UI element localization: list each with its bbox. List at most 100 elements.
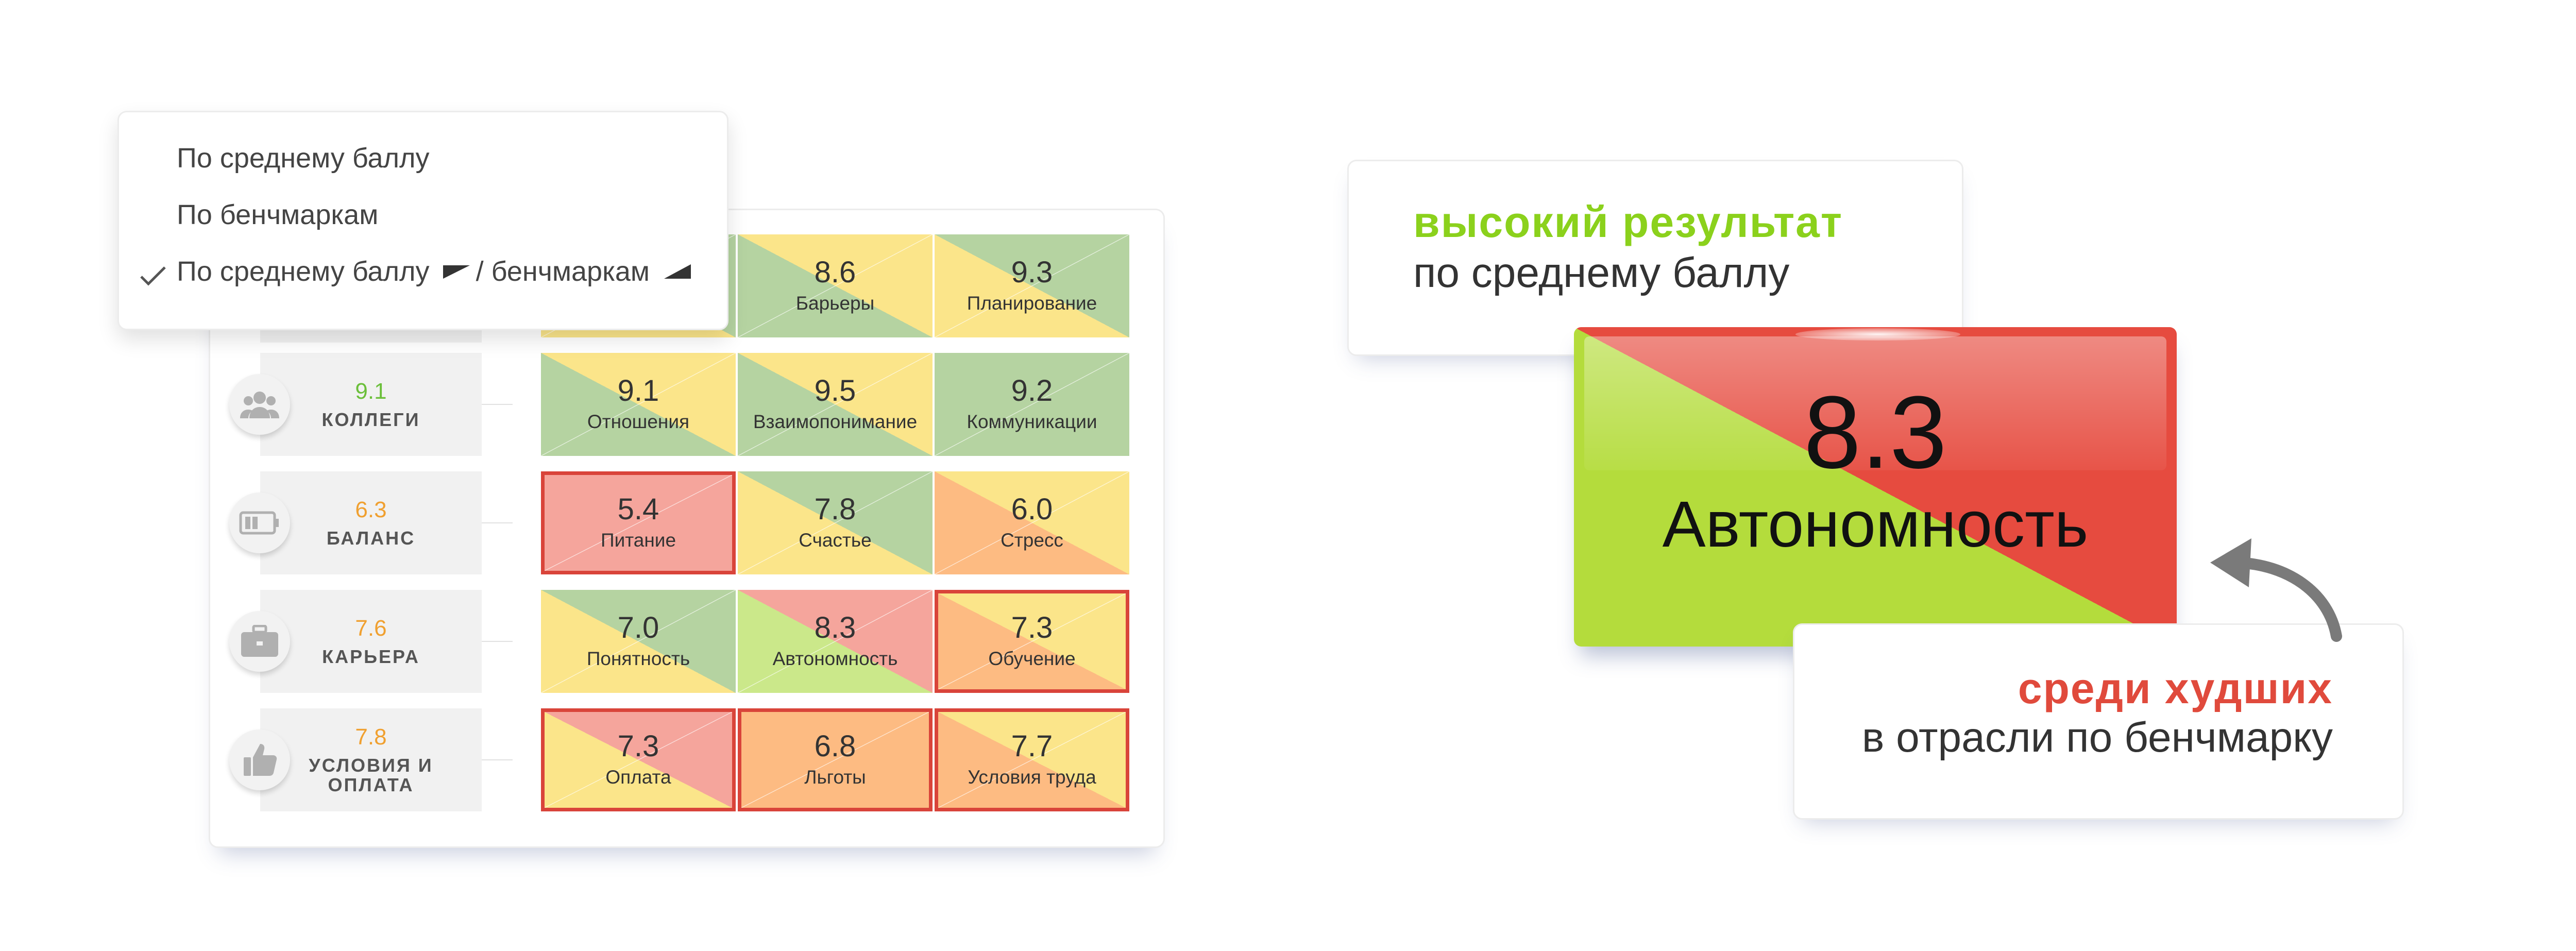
heatmap-cell[interactable]: 7.3 Оплата xyxy=(541,708,736,811)
cell-value: 6.0 xyxy=(1011,493,1053,526)
cell-value: 9.2 xyxy=(1011,374,1053,407)
battery-icon xyxy=(229,493,290,553)
category-row-balance[interactable]: 6.3 БАЛАНС xyxy=(229,471,528,574)
people-icon xyxy=(229,374,290,435)
cell-diagonal xyxy=(541,353,736,456)
cell-label: Питание xyxy=(600,530,676,551)
triangle-bottom-right-icon xyxy=(664,264,691,279)
tile-glow xyxy=(1795,328,1960,341)
category-row-colleagues[interactable]: 9.1 КОЛЛЕГИ xyxy=(229,353,528,456)
cell-diagonal xyxy=(741,712,929,808)
cell-value: 5.4 xyxy=(617,493,659,526)
cell-diagonal xyxy=(938,593,1126,689)
callout-text: в отрасли по бенчмарку xyxy=(1861,714,2333,761)
cell-label: Оплата xyxy=(605,767,671,788)
category-label: 7.6 КАРЬЕРА xyxy=(260,590,482,693)
heatmap-cell[interactable]: 7.8 Счастье xyxy=(738,471,933,574)
cell-diagonal xyxy=(545,712,732,808)
cell-value: 6.8 xyxy=(814,729,856,763)
cell-diagonal xyxy=(545,475,732,571)
connector-line xyxy=(482,404,513,405)
heatmap-cell[interactable]: 7.7 Условия труда xyxy=(935,708,1129,811)
cell-diagonal xyxy=(738,234,933,337)
cell-diagonal xyxy=(738,471,933,574)
callout-text: по среднему баллу xyxy=(1413,249,1790,296)
callout-highlight: среди худших xyxy=(2018,664,2333,712)
cell-value: 7.0 xyxy=(617,611,659,644)
heatmap-cell[interactable]: 5.4 Питание xyxy=(541,471,736,574)
dropdown-item-label: По бенчмаркам xyxy=(177,199,379,230)
cell-diagonal xyxy=(541,590,736,693)
callout-highlight: высокий результат xyxy=(1413,198,1843,246)
category-label: 9.1 КОЛЛЕГИ xyxy=(260,353,482,456)
cell-label: Взаимопонимание xyxy=(753,411,918,432)
heatmap-cell[interactable]: 8.6 Барьеры xyxy=(738,234,933,337)
category-name: БАЛАНС xyxy=(326,528,416,549)
sort-dropdown-menu: По среднему баллу По бенчмаркам По средн… xyxy=(117,111,728,330)
thumbs-up-icon xyxy=(229,729,290,790)
heatmap-cell[interactable]: 9.5 Взаимопонимание xyxy=(738,353,933,456)
cell-label: Планирование xyxy=(967,293,1097,314)
cell-value: 8.6 xyxy=(814,256,856,289)
category-score: 7.6 xyxy=(355,615,387,641)
connector-line xyxy=(482,641,513,642)
cell-label: Отношения xyxy=(587,411,690,432)
category-score: 7.8 xyxy=(355,724,387,750)
cell-diagonal xyxy=(738,590,933,693)
category-row-conditions[interactable]: 7.8 УСЛОВИЯ И ОПЛАТА xyxy=(229,708,528,811)
cell-label: Коммуникации xyxy=(967,411,1097,432)
cell-diagonal xyxy=(935,471,1129,574)
category-label: 7.8 УСЛОВИЯ И ОПЛАТА xyxy=(260,708,482,811)
cell-value: 9.3 xyxy=(1011,256,1053,289)
cell-value: 7.3 xyxy=(1011,611,1053,644)
cell-label: Счастье xyxy=(799,530,872,551)
heatmap-cell[interactable]: 9.1 Отношения xyxy=(541,353,736,456)
tile-label: Автономность xyxy=(1662,488,2089,561)
cell-value: 9.5 xyxy=(814,374,856,407)
briefcase-icon xyxy=(229,611,290,672)
cell-label: Стресс xyxy=(1001,530,1063,551)
callout-worst-benchmark: среди худших в отрасли по бенчмарку xyxy=(1793,623,2404,820)
connector-line xyxy=(482,522,513,523)
curved-arrow-icon xyxy=(2210,538,2342,642)
cell-label: Автономность xyxy=(772,648,898,669)
checkmark-icon xyxy=(140,266,166,286)
heatmap-cell[interactable]: 8.3 Автономность xyxy=(738,590,933,693)
dropdown-item-label: По среднему баллу xyxy=(177,256,430,287)
triangle-top-left-icon xyxy=(443,265,470,279)
category-name: КАРЬЕРА xyxy=(322,646,420,668)
tile-shine xyxy=(1584,336,2166,470)
callout-high-score: высокий результат по среднему баллу xyxy=(1347,160,1963,356)
cell-value: 7.3 xyxy=(617,729,659,763)
cell-label: Обучение xyxy=(988,648,1076,669)
category-name-line1: УСЛОВИЯ И xyxy=(309,755,433,776)
category-label: 6.3 БАЛАНС xyxy=(260,471,482,574)
heatmap-cell[interactable]: 6.8 Льготы xyxy=(738,708,933,811)
heatmap-cell[interactable]: 9.3 Планирование xyxy=(935,234,1129,337)
cell-diagonal xyxy=(935,234,1129,337)
category-score: 9.1 xyxy=(355,378,387,404)
autonomy-detail-tile[interactable]: 8.3 Автономность xyxy=(1574,327,2177,647)
category-name-line2: ОПЛАТА xyxy=(328,774,414,796)
heatmap-cell[interactable]: 6.0 Стресс xyxy=(935,471,1129,574)
cell-value: 9.1 xyxy=(617,374,659,407)
cell-label: Льготы xyxy=(804,767,866,788)
category-row-career[interactable]: 7.6 КАРЬЕРА xyxy=(229,590,528,693)
connector-line xyxy=(482,759,513,760)
dropdown-item-label: По среднему баллу xyxy=(177,143,430,174)
dropdown-item-label-benchmark: / бенчмаркам xyxy=(476,256,650,287)
tile-value: 8.3 xyxy=(1803,375,1947,490)
heatmap-cell[interactable]: 9.2 Коммуникации xyxy=(935,353,1129,456)
cell-label: Барьеры xyxy=(795,293,875,314)
heatmap-cell[interactable]: 7.0 Понятность xyxy=(541,590,736,693)
category-name: КОЛЛЕГИ xyxy=(321,409,420,431)
cell-label: Понятность xyxy=(586,648,690,669)
cell-label: Условия труда xyxy=(968,767,1096,788)
dropdown-item-average-benchmark[interactable]: По среднему баллу / бенчмаркам xyxy=(177,256,691,287)
dropdown-item-average[interactable]: По среднему баллу xyxy=(177,142,430,174)
heatmap-cell[interactable]: 7.3 Обучение xyxy=(935,590,1129,693)
dropdown-item-benchmark[interactable]: По бенчмаркам xyxy=(177,199,378,231)
category-score: 6.3 xyxy=(355,497,387,522)
cell-diagonal xyxy=(935,353,1129,456)
cell-diagonal xyxy=(938,712,1126,808)
